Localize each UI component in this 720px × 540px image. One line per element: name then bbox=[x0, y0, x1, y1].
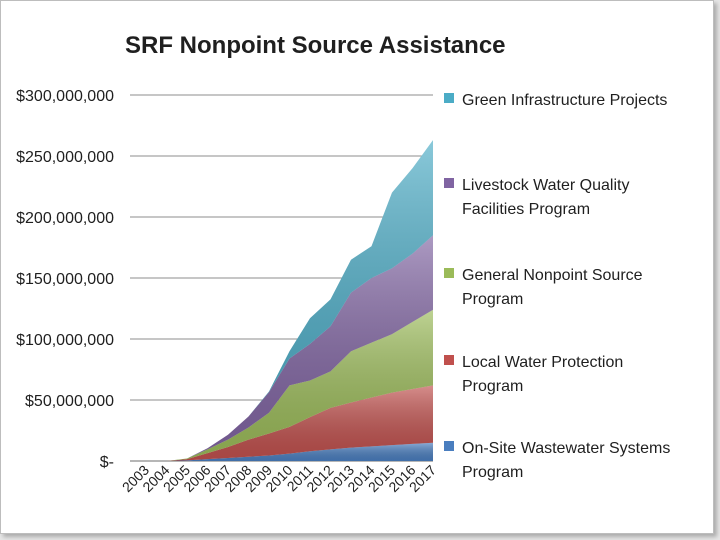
legend-label: Local Water Protection bbox=[462, 354, 623, 371]
axes: $- $50,000,000 $100,000,000 $150,000,000 $20… bbox=[16, 88, 439, 495]
legend-label: Program bbox=[462, 464, 523, 481]
plot-areas bbox=[146, 140, 433, 461]
legend-swatch bbox=[444, 268, 454, 278]
y-tick-label: $100,000,000 bbox=[16, 332, 114, 349]
y-tick-label: $250,000,000 bbox=[16, 149, 114, 166]
y-tick-label: $50,000,000 bbox=[25, 393, 114, 410]
chart-svg: SRF Nonpoint Source Assistance $- $50,000… bbox=[16, 32, 670, 495]
legend-swatch bbox=[444, 178, 454, 188]
legend-label: Program bbox=[462, 378, 523, 395]
y-tick-label: $150,000,000 bbox=[16, 271, 114, 288]
legend-label: General Nonpoint Source bbox=[462, 267, 643, 284]
area-series-2-shading bbox=[146, 385, 433, 461]
area-series-1-shading bbox=[146, 442, 433, 461]
grid-lines bbox=[130, 94, 433, 462]
y-tick-label: $300,000,000 bbox=[16, 88, 114, 105]
y-tick-label: $200,000,000 bbox=[16, 210, 114, 227]
legend-label: Green Infrastructure Projects bbox=[462, 92, 667, 109]
legend-swatch bbox=[444, 93, 454, 103]
legend-label: Facilities Program bbox=[462, 201, 590, 218]
y-tick-label: $- bbox=[100, 454, 114, 471]
legend: Green Infrastructure Projects Livestock W… bbox=[444, 92, 670, 481]
legend-label: On-Site Wastewater Systems bbox=[462, 440, 670, 457]
chart-title: SRF Nonpoint Source Assistance bbox=[125, 32, 506, 59]
legend-swatch bbox=[444, 441, 454, 451]
legend-label: Program bbox=[462, 291, 523, 308]
legend-swatch bbox=[444, 355, 454, 365]
legend-label: Livestock Water Quality bbox=[462, 177, 629, 194]
area-series-4-shading bbox=[146, 235, 433, 461]
